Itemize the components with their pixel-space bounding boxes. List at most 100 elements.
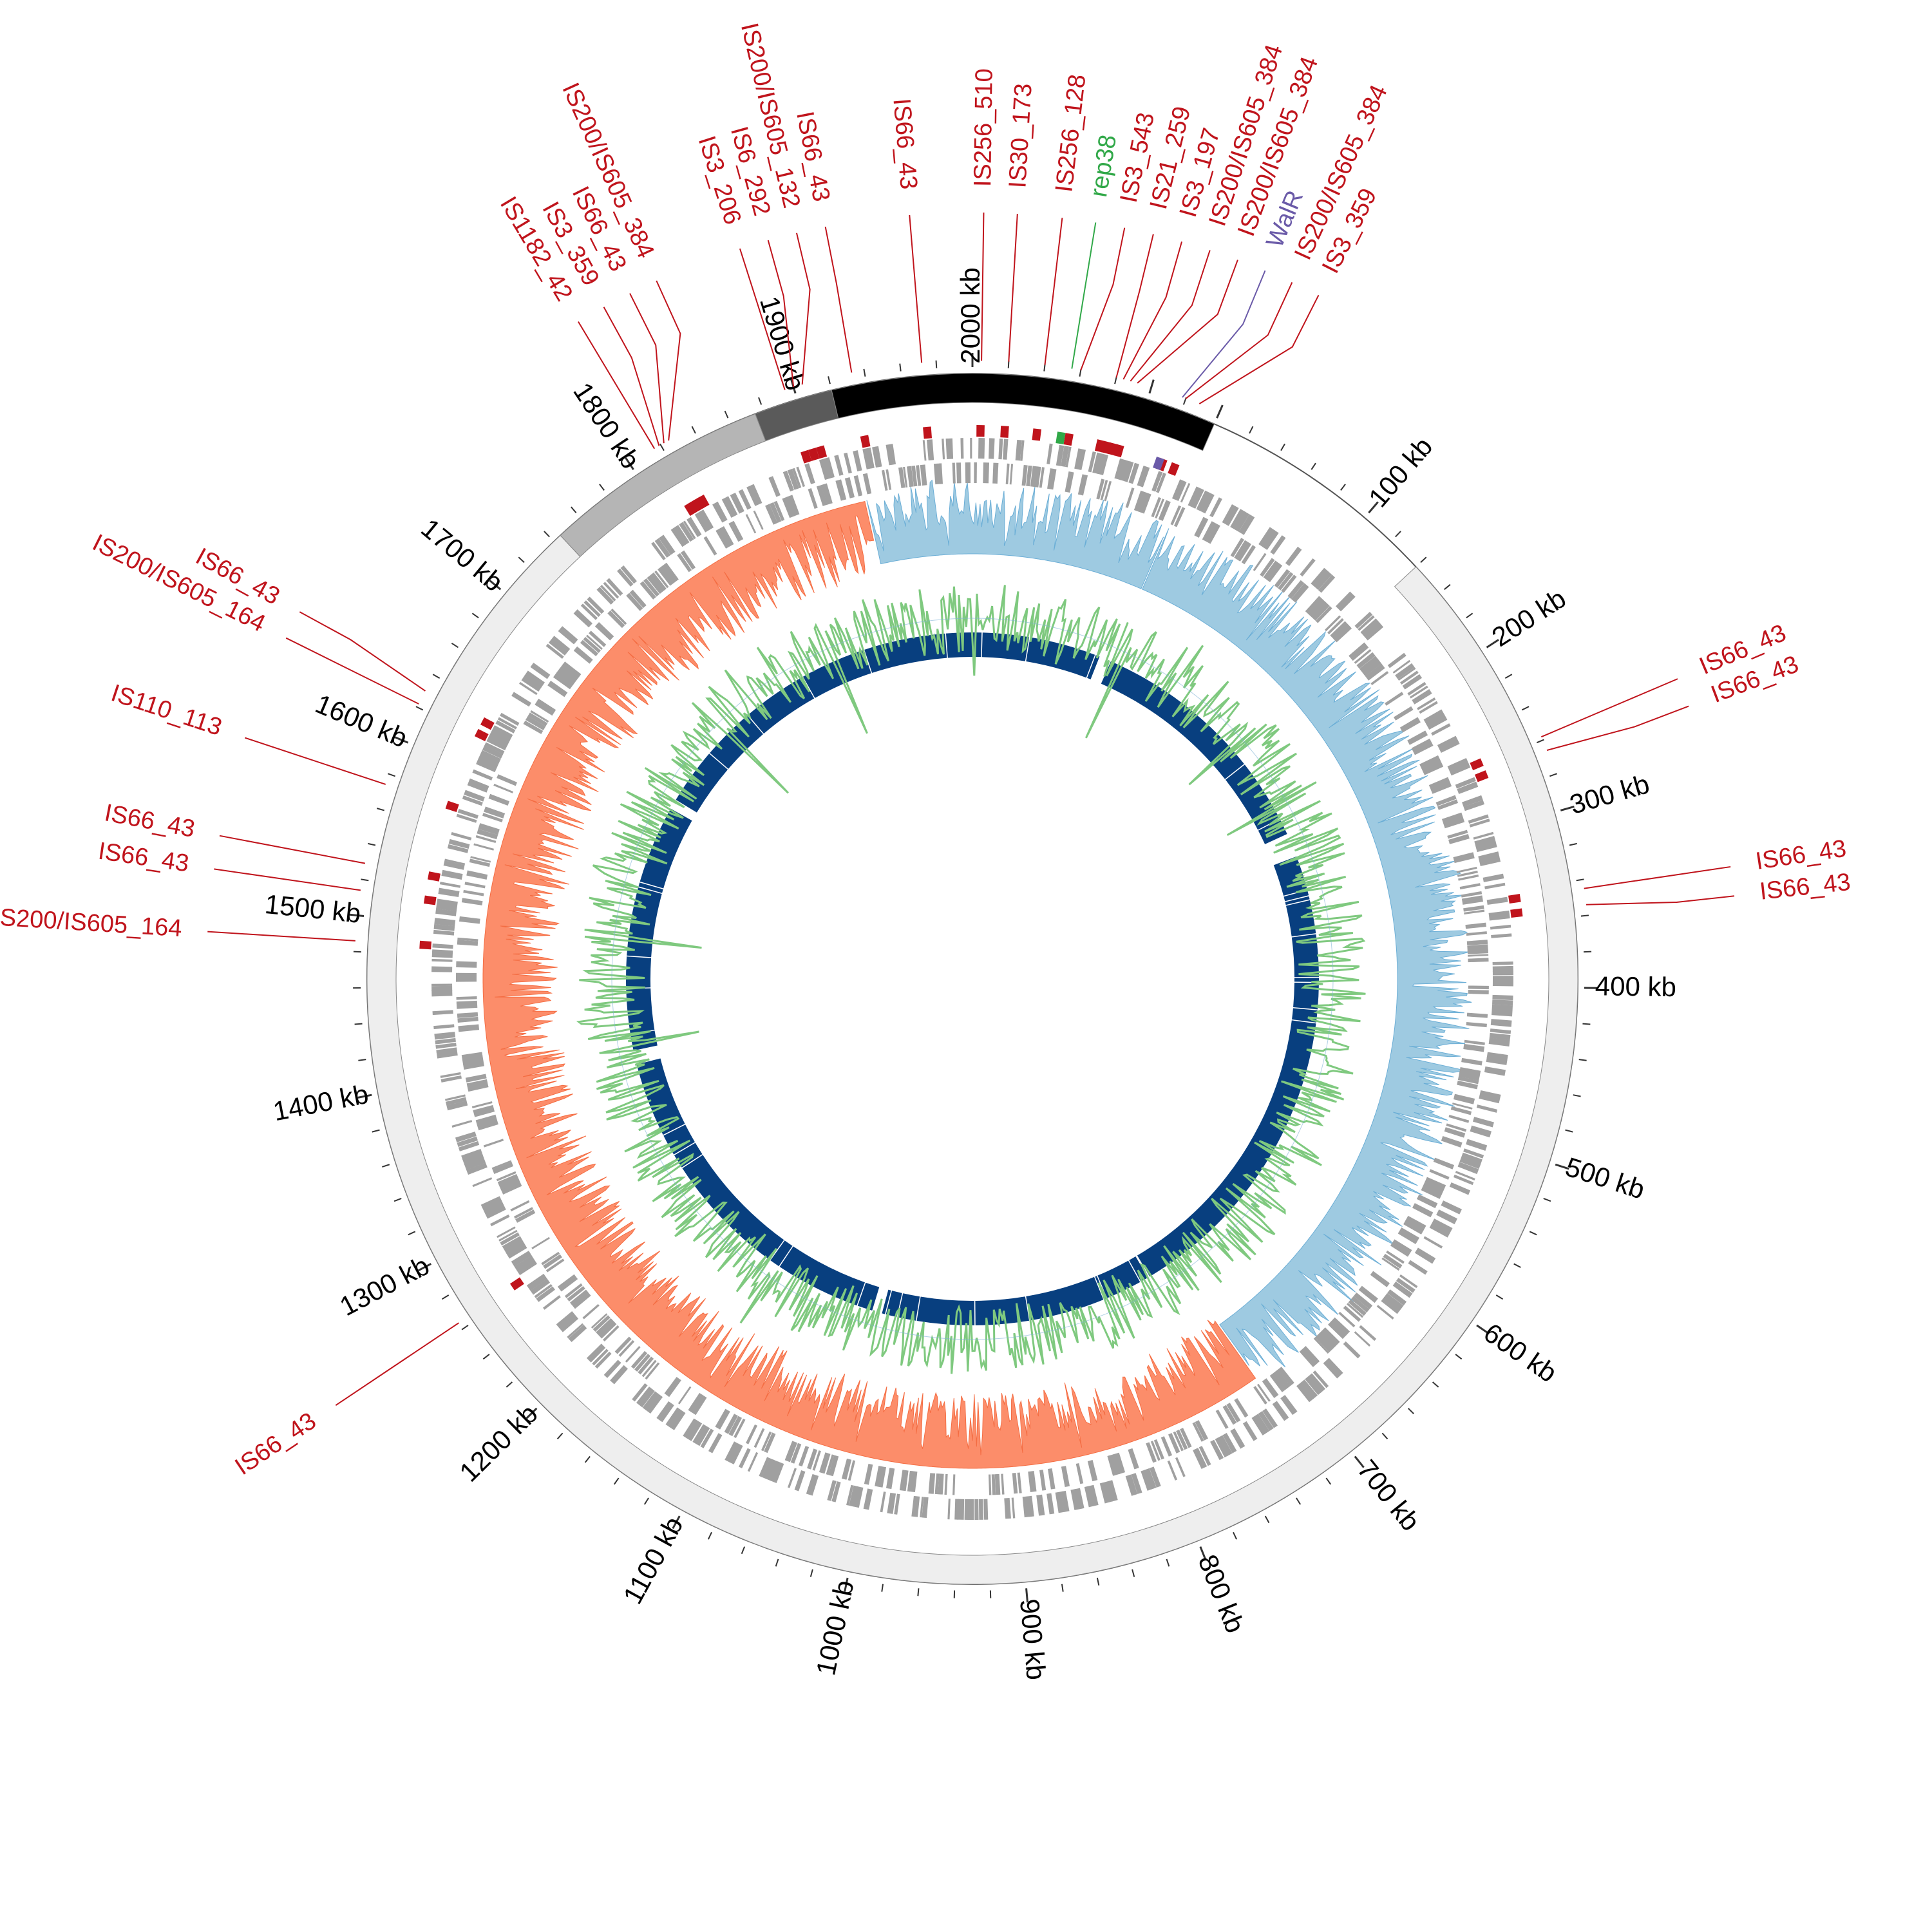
gene-block bbox=[580, 639, 599, 657]
gene-block bbox=[1486, 896, 1508, 905]
gene-block bbox=[1020, 440, 1025, 461]
scale-label: 600 kb bbox=[1479, 1317, 1563, 1388]
gene-block bbox=[456, 961, 477, 968]
gene-block bbox=[556, 668, 576, 685]
gene-block bbox=[1421, 1186, 1442, 1199]
gene-block bbox=[1325, 1358, 1343, 1377]
gene-block bbox=[1439, 741, 1460, 753]
gene-block bbox=[1412, 1203, 1434, 1218]
gene-block bbox=[435, 908, 457, 916]
gene-block bbox=[1490, 924, 1511, 930]
gene-block bbox=[567, 1323, 584, 1339]
gene-block bbox=[1423, 709, 1444, 725]
feature-marker bbox=[860, 435, 871, 448]
gene-block bbox=[1274, 569, 1291, 588]
gene-block bbox=[872, 446, 882, 468]
gene-block bbox=[583, 636, 601, 653]
gene-block bbox=[1449, 1182, 1471, 1195]
gene-block bbox=[1230, 509, 1246, 530]
gene-block bbox=[1414, 1247, 1436, 1264]
gene-block bbox=[1173, 1431, 1184, 1452]
gene-block bbox=[1433, 1157, 1455, 1170]
gene-block bbox=[603, 1359, 621, 1378]
gene-block bbox=[700, 1428, 714, 1448]
gene-block bbox=[1125, 488, 1135, 508]
gene-block bbox=[957, 1499, 965, 1520]
gene-block bbox=[1046, 443, 1053, 464]
feature-marker bbox=[923, 426, 933, 439]
gene-block bbox=[469, 778, 489, 788]
gene-block bbox=[1226, 1403, 1241, 1423]
minor-tick bbox=[432, 674, 440, 679]
gene-block bbox=[938, 1473, 944, 1495]
gene-block bbox=[1253, 1414, 1270, 1435]
gene-block bbox=[848, 1460, 856, 1481]
minor-tick bbox=[451, 642, 459, 649]
gc-skew-positive bbox=[866, 479, 1164, 589]
gene-block bbox=[473, 1104, 494, 1112]
feature-leader-line bbox=[1137, 260, 1238, 384]
gene-block bbox=[497, 774, 518, 786]
gene-block bbox=[548, 638, 569, 656]
gene-block bbox=[934, 1473, 940, 1495]
gene-block bbox=[1399, 717, 1421, 733]
minor-tick bbox=[881, 1584, 884, 1592]
gene-block bbox=[746, 1424, 758, 1444]
homology-block bbox=[916, 1296, 975, 1325]
gene-block bbox=[983, 1499, 989, 1520]
gene-block bbox=[1454, 1174, 1474, 1186]
gene-block bbox=[1463, 905, 1484, 912]
gene-block bbox=[436, 1047, 457, 1054]
minor-tick bbox=[1582, 1023, 1591, 1025]
gene-block bbox=[1392, 1281, 1413, 1298]
gene-block bbox=[761, 1431, 772, 1452]
gene-block bbox=[545, 1258, 565, 1273]
gene-block bbox=[1193, 1448, 1208, 1469]
gene-block bbox=[458, 1141, 480, 1151]
minor-tick bbox=[1565, 1129, 1573, 1133]
gene-block bbox=[434, 1032, 456, 1040]
minor-tick bbox=[415, 706, 424, 711]
gene-block bbox=[1457, 1076, 1479, 1084]
minor-tick bbox=[387, 773, 395, 777]
minor-tick bbox=[643, 1497, 649, 1505]
feature-marker bbox=[419, 940, 432, 950]
gene-block bbox=[497, 1226, 516, 1238]
gene-block bbox=[1280, 1395, 1298, 1416]
gene-block bbox=[458, 1024, 480, 1032]
gene-block bbox=[1170, 505, 1182, 526]
gene-block bbox=[1488, 1037, 1510, 1046]
gene-block bbox=[610, 1365, 628, 1385]
gene-block bbox=[476, 758, 498, 773]
gene-block bbox=[1149, 1466, 1161, 1488]
gene-block bbox=[1482, 873, 1504, 882]
gene-block bbox=[956, 462, 961, 484]
gene-block bbox=[1468, 814, 1489, 824]
gene-block bbox=[1330, 621, 1350, 640]
minor-tick bbox=[1340, 484, 1346, 491]
gene-block bbox=[1472, 1117, 1494, 1128]
gene-block bbox=[1455, 1171, 1475, 1181]
minor-tick bbox=[1132, 1569, 1135, 1577]
gene-block bbox=[728, 520, 744, 542]
feature-leader-line bbox=[1044, 218, 1063, 365]
gene-block bbox=[991, 1474, 996, 1495]
gene-block bbox=[1171, 479, 1185, 500]
gene-block bbox=[651, 542, 666, 560]
gene-block bbox=[654, 570, 669, 589]
gene-block bbox=[1354, 649, 1372, 664]
gene-block bbox=[434, 918, 456, 927]
gene-block bbox=[1458, 874, 1479, 881]
gene-block bbox=[724, 1414, 738, 1434]
gene-block bbox=[1262, 1378, 1279, 1398]
gene-block bbox=[435, 1037, 456, 1045]
gene-block bbox=[944, 1473, 948, 1495]
gene-block bbox=[768, 476, 781, 497]
gene-block bbox=[1141, 1470, 1151, 1491]
feature-marker bbox=[509, 1277, 524, 1291]
gene-block bbox=[891, 444, 896, 465]
gene-block bbox=[1312, 602, 1330, 621]
gene-block bbox=[899, 1470, 909, 1492]
gene-block bbox=[1155, 498, 1165, 519]
